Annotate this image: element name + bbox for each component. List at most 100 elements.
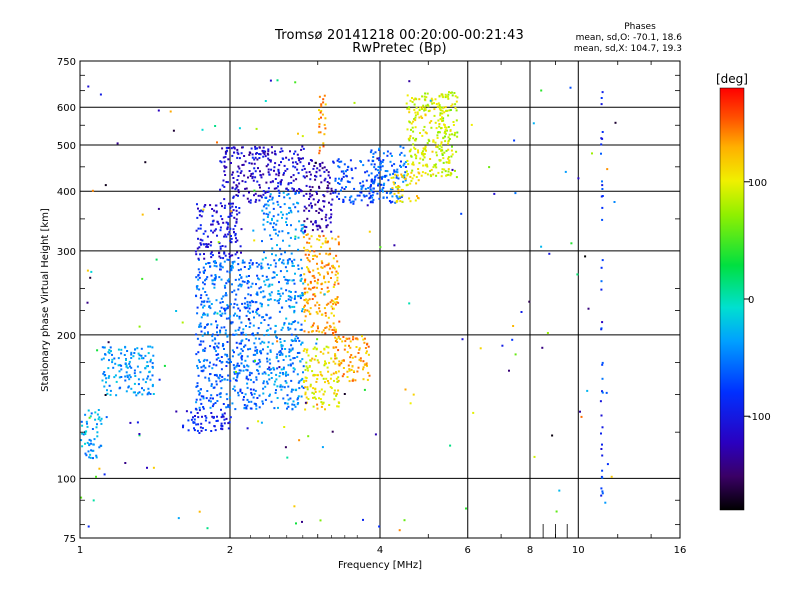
data-point <box>228 146 231 149</box>
data-point <box>291 388 293 391</box>
data-point <box>194 250 197 253</box>
data-point <box>600 288 603 291</box>
data-point <box>271 342 274 345</box>
data-point <box>215 299 218 302</box>
data-point <box>284 278 287 281</box>
data-point <box>234 379 237 382</box>
data-point <box>336 297 338 300</box>
data-point <box>409 182 412 185</box>
data-point <box>246 364 249 367</box>
data-point <box>235 370 237 373</box>
data-point <box>332 264 334 267</box>
data-point <box>222 156 225 159</box>
data-point <box>349 196 352 199</box>
data-point <box>220 387 223 390</box>
data-point <box>152 393 155 395</box>
data-point <box>203 271 205 274</box>
data-point <box>337 363 340 366</box>
data-point <box>207 297 210 300</box>
data-point <box>284 380 287 383</box>
data-point <box>326 181 329 183</box>
data-point <box>324 314 327 317</box>
data-point <box>366 378 369 381</box>
data-point <box>211 282 214 285</box>
data-point <box>193 418 196 421</box>
data-point <box>269 349 272 352</box>
data-point <box>600 448 603 450</box>
data-point <box>320 313 323 316</box>
data-point <box>302 282 305 285</box>
data-point <box>316 338 319 341</box>
data-point <box>294 81 297 84</box>
data-point <box>280 161 282 164</box>
data-point <box>334 331 337 334</box>
data-point <box>279 181 282 184</box>
data-point <box>238 369 241 372</box>
data-point <box>187 419 190 422</box>
data-point <box>309 178 312 181</box>
data-point <box>307 435 310 438</box>
data-point <box>254 176 257 179</box>
data-point <box>210 383 213 386</box>
data-point <box>454 107 457 109</box>
data-point <box>447 97 450 100</box>
data-point <box>230 210 233 213</box>
data-point <box>244 393 247 396</box>
data-point <box>357 352 360 354</box>
data-point <box>219 374 222 377</box>
data-point <box>212 260 215 263</box>
data-point <box>409 175 412 178</box>
data-point <box>404 166 407 168</box>
data-point <box>130 357 133 359</box>
data-point <box>367 187 370 189</box>
data-point <box>232 202 234 205</box>
data-point <box>129 365 131 368</box>
data-point <box>513 139 516 142</box>
data-point <box>278 299 280 302</box>
data-point <box>425 132 428 135</box>
data-point <box>541 346 544 349</box>
data-point <box>210 303 213 305</box>
data-point <box>601 180 603 183</box>
data-point <box>311 275 314 278</box>
data-point <box>214 429 217 432</box>
data-point <box>316 325 319 328</box>
data-point <box>377 182 380 185</box>
data-point <box>376 157 379 160</box>
data-point <box>84 430 87 433</box>
data-point <box>601 391 604 394</box>
data-point <box>345 186 347 188</box>
data-point <box>447 139 450 142</box>
data-point <box>281 385 284 388</box>
data-point <box>287 183 290 186</box>
data-point <box>226 378 229 381</box>
data-point <box>441 109 444 112</box>
data-point <box>136 365 139 368</box>
data-point <box>292 321 295 323</box>
data-point <box>254 353 257 356</box>
data-point <box>269 294 272 297</box>
data-point <box>254 346 257 349</box>
data-point <box>287 261 290 264</box>
data-point <box>263 295 266 298</box>
data-point <box>187 429 190 432</box>
data-point <box>408 80 411 83</box>
data-point <box>307 283 310 286</box>
data-point <box>240 362 243 365</box>
data-point <box>438 95 441 98</box>
data-point <box>252 229 255 232</box>
data-point <box>314 254 317 257</box>
data-point <box>235 186 238 189</box>
data-point <box>84 432 87 435</box>
data-point <box>210 223 213 226</box>
data-point <box>342 373 345 376</box>
data-point <box>137 352 140 355</box>
data-point <box>267 213 270 216</box>
data-point <box>224 332 227 335</box>
data-point <box>262 212 265 215</box>
data-point <box>400 151 403 154</box>
data-point <box>202 281 204 284</box>
data-point <box>379 189 382 192</box>
data-point <box>118 387 121 390</box>
data-point <box>234 224 237 227</box>
